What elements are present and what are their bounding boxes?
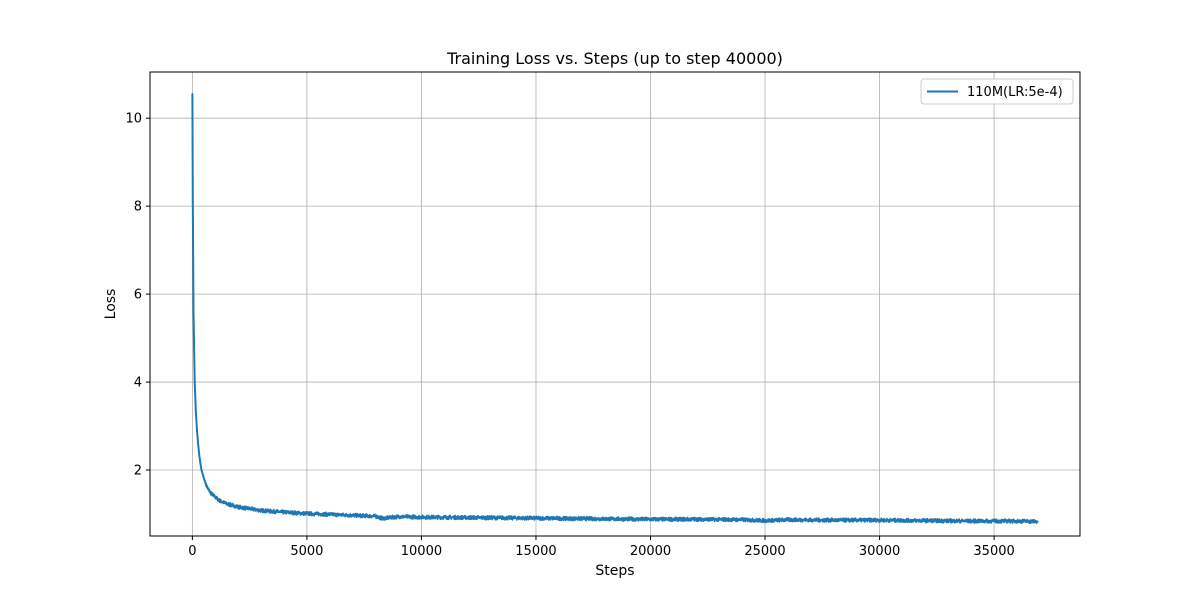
x-tick-label: 30000 <box>859 544 900 559</box>
series-noise-band <box>205 482 1039 525</box>
data-point <box>328 513 331 516</box>
x-axis-label: Steps <box>595 563 634 579</box>
data-point <box>214 496 217 499</box>
data-point <box>193 381 196 383</box>
data-point <box>420 516 423 518</box>
axis-ticks: 0 5000 10000 15000 20000 25000 30000 35000 2 4 6 8 1… <box>125 112 1014 559</box>
data-point <box>198 453 201 456</box>
y-tick-label: 8 <box>134 200 142 215</box>
data-point <box>196 429 198 432</box>
data-point <box>512 517 514 519</box>
data-point <box>878 519 881 522</box>
x-tick-label: 35000 <box>973 544 1014 559</box>
chart-title: Training Loss vs. Steps (up to step 4000… <box>446 49 783 68</box>
data-point <box>306 512 308 515</box>
data-point <box>197 442 200 445</box>
data-point <box>970 520 973 522</box>
x-tick-label: 5000 <box>290 544 323 559</box>
data-point <box>603 517 606 520</box>
data-point <box>787 518 789 521</box>
data-point <box>374 515 377 518</box>
data-point <box>832 519 835 522</box>
x-tick-label: 15000 <box>515 544 556 559</box>
data-point <box>466 516 469 519</box>
data-point <box>397 515 400 518</box>
data-point <box>260 509 262 512</box>
data-point <box>205 484 208 486</box>
data-point <box>194 409 197 412</box>
data-point <box>558 517 560 520</box>
y-tick-label: 4 <box>134 376 142 391</box>
data-point <box>209 492 212 494</box>
data-point <box>1016 520 1018 522</box>
axes-frame <box>149 71 1081 537</box>
x-tick-label: 10000 <box>401 544 442 559</box>
data-point <box>695 518 698 521</box>
data-point <box>381 517 384 520</box>
data-point <box>237 506 240 508</box>
data-point <box>351 514 354 517</box>
data-point <box>200 469 203 471</box>
plot-area <box>191 93 1039 525</box>
legend: 110M(LR:5e-4) <box>920 78 1074 105</box>
data-point <box>199 462 202 465</box>
y-tick-label: 2 <box>134 464 142 479</box>
data-point <box>225 503 228 505</box>
data-point <box>232 504 235 507</box>
series-line <box>191 93 1038 523</box>
x-tick-label: 25000 <box>744 544 785 559</box>
data-point <box>741 518 743 521</box>
y-axis-label: Loss <box>103 289 119 320</box>
grid-lines <box>150 72 1080 536</box>
y-tick-label: 6 <box>134 288 142 303</box>
data-point <box>649 518 652 521</box>
data-point <box>191 93 194 95</box>
x-tick-label: 20000 <box>630 544 671 559</box>
legend-box <box>920 78 1074 105</box>
data-point <box>1036 520 1039 523</box>
data-point <box>219 499 221 502</box>
data-point <box>764 519 766 522</box>
data-point <box>993 520 995 522</box>
data-point <box>924 519 927 522</box>
data-point <box>207 488 210 491</box>
y-tick-label: 10 <box>125 112 142 127</box>
data-point <box>192 310 195 313</box>
x-tick-label: 0 <box>188 544 196 559</box>
data-point <box>202 477 205 479</box>
data-point <box>283 511 285 514</box>
data-point <box>248 507 251 510</box>
legend-label: 110M(LR:5e-4) <box>967 85 1063 100</box>
data-point <box>191 200 194 203</box>
